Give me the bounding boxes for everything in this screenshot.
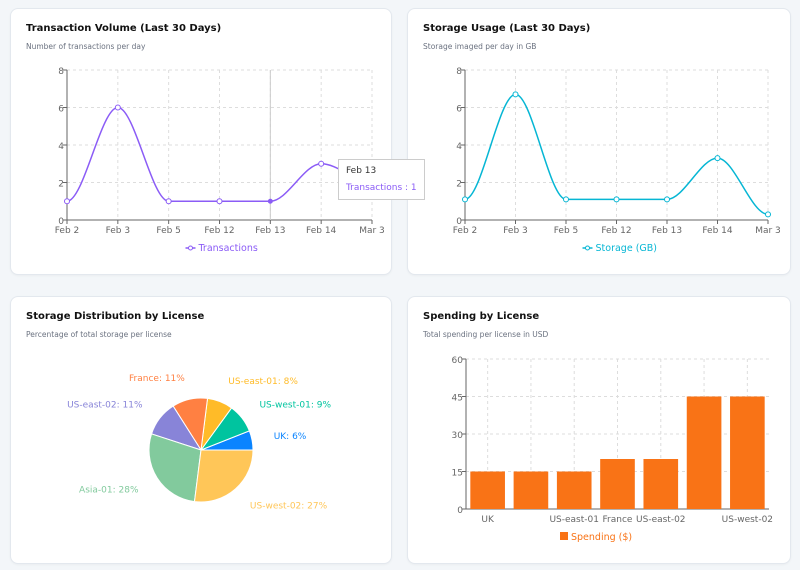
pie-label: US-west-01: 9% (259, 401, 331, 411)
x-tick-label: US-east-01 (549, 515, 599, 525)
legend-label: Transactions (198, 243, 258, 254)
x-tick-label: Feb 2 (453, 226, 478, 236)
x-tick-label: Feb 14 (702, 226, 733, 236)
card-title: Transaction Volume (Last 30 Days) (26, 23, 222, 34)
x-tick-label: Feb 5 (156, 226, 181, 236)
pie-label: US-east-01: 8% (228, 377, 298, 387)
tooltip-value: Transactions : 1 (346, 183, 417, 193)
data-point (165, 198, 172, 205)
pie-label: UK: 6% (274, 432, 307, 442)
y-tick-label: 0 (456, 217, 462, 227)
legend-label: Spending ($) (571, 532, 632, 543)
data-point (714, 155, 721, 162)
data-point (216, 198, 223, 205)
bar (513, 471, 549, 509)
x-tick-label: Mar 3 (359, 226, 385, 236)
y-tick-label: 2 (58, 180, 64, 190)
data-point (765, 211, 771, 218)
y-tick-label: 6 (58, 105, 64, 115)
y-tick-label: 0 (457, 506, 463, 516)
card-subtitle: Total spending per license in USD (423, 330, 549, 339)
x-tick-label: US-west-02 (722, 515, 773, 525)
bar (556, 471, 592, 509)
y-tick-label: 4 (58, 142, 64, 152)
legend-label: Storage (GB) (596, 243, 657, 254)
x-tick-label: Feb 14 (306, 226, 337, 236)
data-point (267, 198, 273, 204)
storage-usage-card: Storage Usage (Last 30 Days) Storage ima… (407, 8, 791, 275)
pie-label: France: 11% (129, 374, 185, 384)
tooltip: Feb 13 Transactions : 1 (338, 159, 425, 200)
data-point (64, 198, 70, 205)
pie-label: US-east-02: 11% (67, 401, 143, 411)
data-point (512, 91, 519, 98)
bar (730, 396, 765, 509)
x-tick-label: UK (481, 515, 495, 525)
data-point (318, 160, 325, 167)
x-tick-label: Feb 2 (55, 226, 80, 236)
x-tick-label: Feb 12 (204, 226, 234, 236)
data-point (613, 196, 620, 203)
pie-slice (148, 433, 202, 503)
card-subtitle: Storage imaged per day in GB (423, 42, 537, 51)
data-point (114, 104, 121, 111)
x-tick-label: Feb 13 (255, 226, 285, 236)
y-tick-label: 30 (452, 431, 464, 441)
y-tick-label: 0 (58, 217, 64, 227)
data-point (664, 196, 670, 203)
x-tick-label: Feb 3 (106, 226, 131, 236)
bar (600, 459, 635, 509)
card-title: Spending by License (423, 311, 540, 322)
y-tick-label: 4 (456, 142, 462, 152)
pie-slice (193, 449, 254, 503)
x-tick-label: France (603, 515, 633, 525)
card-subtitle: Percentage of total storage per license (26, 330, 172, 339)
x-tick-label: Feb 5 (554, 226, 579, 236)
spending-by-license-card: Spending by License Total spending per l… (407, 296, 791, 564)
bar (686, 396, 722, 509)
y-tick-label: 8 (58, 67, 64, 77)
bar (643, 459, 679, 509)
y-tick-label: 60 (452, 356, 464, 366)
card-title: Storage Distribution by License (26, 311, 205, 322)
y-tick-label: 2 (456, 180, 462, 190)
y-tick-label: 8 (456, 67, 462, 77)
legend-icon (560, 532, 568, 540)
transaction-volume-card: Transaction Volume (Last 30 Days) Number… (10, 8, 392, 275)
legend-icon-dot (188, 245, 193, 251)
card-subtitle: Number of transactions per day (26, 42, 146, 51)
x-tick-label: US-east-02 (636, 515, 686, 525)
x-tick-label: Mar 3 (755, 226, 781, 236)
pie-label: Asia-01: 28% (79, 486, 139, 496)
y-tick-label: 45 (452, 394, 463, 404)
pie-label: US-west-02: 27% (250, 502, 328, 512)
y-tick-label: 15 (452, 469, 463, 479)
data-point (462, 196, 468, 203)
legend-icon-dot (585, 245, 590, 251)
x-tick-label: Feb 3 (503, 226, 528, 236)
bar (470, 471, 505, 509)
x-tick-label: Feb 12 (601, 226, 631, 236)
data-point (563, 196, 569, 203)
y-tick-label: 6 (456, 105, 462, 115)
x-tick-label: Feb 13 (652, 226, 682, 236)
tooltip-title: Feb 13 (346, 166, 377, 176)
card-title: Storage Usage (Last 30 Days) (423, 23, 591, 34)
